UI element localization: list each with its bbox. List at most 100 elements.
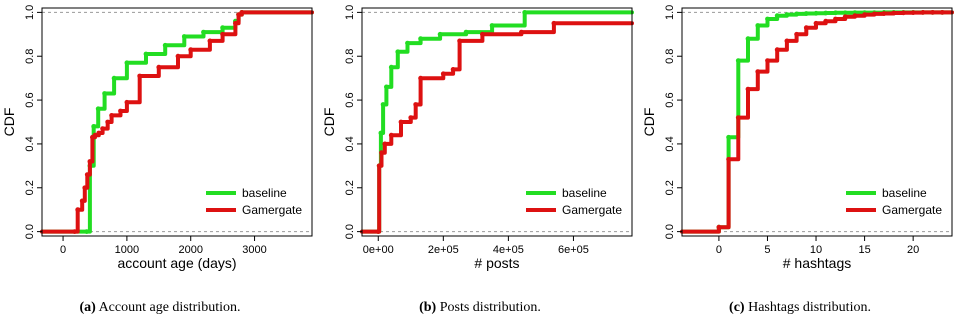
y-tick-label: 0.4	[344, 136, 356, 151]
data-point-gamergate	[457, 38, 462, 44]
data-point-gamergate	[87, 159, 93, 164]
data-point-gamergate	[765, 58, 770, 63]
data-point-baseline	[735, 58, 741, 63]
data-point-gamergate	[376, 163, 382, 169]
data-point-gamergate	[881, 11, 887, 16]
data-point-baseline	[143, 51, 149, 57]
data-point-baseline	[388, 64, 394, 70]
legend-label-gamergate: Gamergate	[242, 203, 302, 217]
data-point-gamergate	[784, 38, 790, 44]
data-point-gamergate	[82, 185, 88, 191]
legend-label-baseline: baseline	[882, 186, 927, 200]
y-tick-label: 0.8	[664, 49, 676, 64]
panel-hashtags: 0 5 10 15 20 0.0 0.2 0.4 0.6 0.8 1.0 # hashtags CDF b…	[640, 0, 960, 334]
data-point-gamergate	[450, 67, 456, 72]
y-tick-label: 1.0	[664, 5, 676, 20]
y-tick-label: 0.8	[344, 49, 356, 64]
y-axis-label: CDF	[1, 108, 17, 137]
data-point-gamergate	[388, 132, 394, 138]
data-point-gamergate	[726, 156, 731, 162]
data-point-baseline	[842, 10, 848, 16]
data-point-gamergate	[551, 20, 557, 26]
data-point-gamergate	[398, 119, 404, 125]
x-tick-label: 1000	[115, 244, 139, 256]
y-tick-label: 0.0	[664, 224, 676, 239]
data-point-gamergate	[220, 31, 226, 37]
data-point-baseline	[111, 75, 117, 81]
caption-a: (a) Account age distribution.	[0, 300, 320, 316]
data-point-baseline	[833, 10, 838, 16]
y-axis-label: CDF	[641, 108, 657, 137]
panel-posts: 0e+00 2e+05 4e+05 6e+05 0.0 0.2 0.4 0.6 0.8 1.0 # …	[320, 0, 640, 334]
legend-label-baseline: baseline	[562, 186, 607, 200]
data-point-gamergate	[833, 16, 838, 22]
data-point-gamergate	[735, 115, 741, 120]
data-point-baseline	[124, 60, 130, 66]
data-point-baseline	[418, 36, 423, 42]
data-point-gamergate	[813, 20, 819, 26]
legend-label-baseline: baseline	[242, 186, 287, 200]
y-tick-label: 1.0	[24, 5, 36, 20]
data-point-gamergate	[84, 172, 90, 178]
legend-label-gamergate: Gamergate	[562, 203, 622, 217]
data-point-gamergate	[755, 69, 761, 74]
data-point-gamergate	[519, 29, 524, 35]
caption-b-text: Posts distribution.	[439, 300, 541, 315]
y-tick-label: 1.0	[344, 5, 356, 20]
data-point-gamergate	[188, 47, 194, 53]
data-point-gamergate	[96, 130, 102, 136]
caption-a-label: (a)	[79, 300, 96, 315]
y-tick-label: 0.0	[344, 224, 356, 239]
data-point-gamergate	[92, 132, 98, 138]
data-point-baseline	[437, 31, 443, 37]
x-tick-label: 4e+05	[493, 244, 524, 256]
y-axis-label: CDF	[321, 108, 337, 137]
data-point-gamergate	[823, 18, 829, 24]
plot-frame	[361, 7, 633, 237]
x-tick-label: 3000	[242, 244, 266, 256]
caption-b: (b) Posts distribution.	[320, 300, 640, 316]
caption-c: (c) Hashtags distribution.	[640, 300, 960, 316]
data-point-baseline	[823, 10, 829, 16]
x-tick-label: 20	[907, 244, 919, 256]
data-point-gamergate	[803, 25, 809, 31]
chart-account-age: 0 1000 2000 3000 0.0 0.2 0.4 0.6 0.8 1.0 account a…	[1, 5, 314, 271]
y-tick-label: 0.4	[24, 136, 36, 151]
x-axis-label: # posts	[474, 255, 519, 271]
data-point-gamergate	[871, 11, 877, 17]
data-point-baseline	[794, 11, 799, 17]
data-point-gamergate	[137, 73, 143, 79]
data-point-gamergate	[716, 224, 722, 230]
x-tick-label: 2000	[178, 244, 202, 256]
y-tick-label: 0.4	[664, 136, 676, 151]
data-point-gamergate	[901, 10, 906, 16]
data-point-gamergate	[852, 13, 858, 19]
data-point-gamergate	[891, 10, 897, 16]
caption-b-label: (b)	[419, 300, 437, 315]
data-point-gamergate	[239, 10, 245, 15]
data-point-gamergate	[75, 207, 81, 213]
data-point-gamergate	[774, 47, 780, 53]
data-point-gamergate	[745, 86, 751, 92]
data-point-gamergate	[939, 10, 945, 15]
data-point-gamergate	[175, 53, 181, 59]
data-point-gamergate	[100, 126, 105, 131]
x-tick-label: 0	[60, 244, 66, 256]
data-point-baseline	[181, 34, 187, 39]
data-point-gamergate	[408, 115, 414, 120]
data-point-baseline	[755, 23, 761, 28]
x-tick-label: 0e+00	[363, 244, 394, 256]
data-point-gamergate	[156, 64, 162, 70]
x-tick-label: 15	[858, 244, 870, 256]
x-tick-label: 10	[810, 244, 822, 256]
data-point-gamergate	[794, 31, 799, 37]
y-tick-label: 0.0	[24, 224, 36, 239]
data-point-gamergate	[930, 10, 935, 15]
panel-account-age: 0 1000 2000 3000 0.0 0.2 0.4 0.6 0.8 1.0 account a…	[0, 0, 320, 334]
y-tick-label: 0.2	[24, 180, 36, 195]
data-point-baseline	[813, 10, 819, 16]
data-point-gamergate	[910, 10, 916, 16]
data-point-gamergate	[118, 108, 123, 114]
data-point-baseline	[220, 25, 226, 31]
data-point-baseline	[201, 29, 206, 35]
